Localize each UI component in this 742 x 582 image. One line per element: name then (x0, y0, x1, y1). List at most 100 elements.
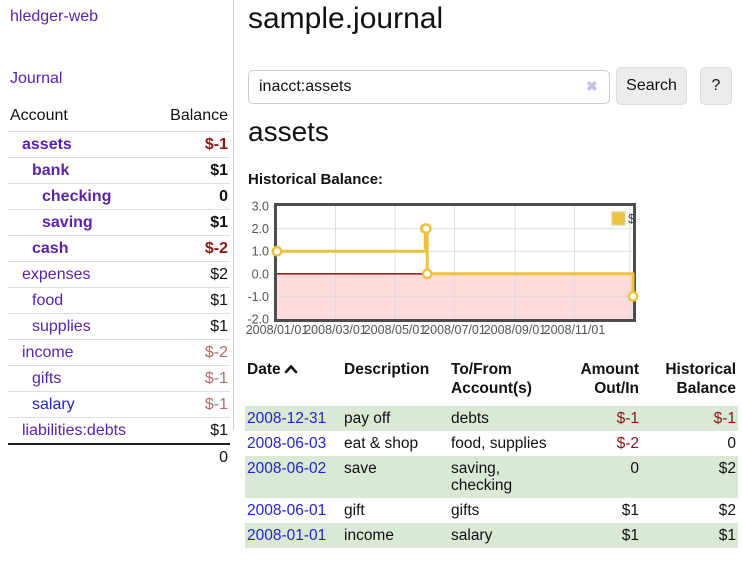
table-row: 2008-06-01 gift gifts $1 $2 (245, 498, 738, 523)
account-row: liabilities:debts $1 (8, 417, 230, 443)
balance-column-header: Balance (170, 107, 228, 124)
account-link-bank[interactable]: bank (32, 162, 70, 179)
account-heading: assets (248, 116, 329, 147)
account-balance: $-1 (204, 370, 228, 387)
account-row: bank $1 (8, 157, 230, 183)
account-link-assets[interactable]: assets (22, 136, 72, 153)
transaction-date-link[interactable]: 2008-06-02 (247, 460, 327, 477)
description-column-header: Description (344, 361, 430, 378)
transaction-date-link[interactable]: 2008-06-01 (247, 502, 327, 519)
accounts-list: assets $-1 bank $1 checking 0 saving $1 cash $-2 e… (8, 131, 230, 443)
account-balance: $1 (210, 214, 228, 231)
transaction-date-link[interactable]: 2008-12-31 (247, 410, 327, 427)
account-link-income[interactable]: income (22, 344, 74, 361)
account-link-expenses[interactable]: expenses (22, 266, 91, 283)
register-table: Date Description To/From Account(s) Amou… (245, 358, 740, 548)
account-link-cash[interactable]: cash (32, 240, 69, 257)
table-row: 2008-01-01 income salary $1 $1 (245, 523, 738, 548)
account-balance: $1 (210, 292, 228, 309)
account-balance: $1 (210, 318, 228, 335)
transaction-amount: $-1 (616, 410, 639, 427)
transaction-description: income (344, 527, 394, 544)
accounts-table-header: Account Balance (8, 103, 230, 131)
help-button[interactable]: ? (700, 67, 732, 105)
account-row: gifts $-1 (8, 365, 230, 391)
data-point-marker (421, 268, 433, 280)
account-link-food[interactable]: food (32, 292, 64, 309)
account-row: expenses $2 (8, 261, 230, 287)
account-link-salary[interactable]: salary (32, 396, 75, 413)
transaction-description: eat & shop (344, 435, 419, 452)
transaction-accounts: food, supplies (451, 435, 547, 452)
transaction-date-cell: 2008-01-01 (245, 523, 342, 548)
account-row: income $-2 (8, 339, 230, 365)
transaction-accounts: salary (451, 527, 493, 544)
chart-title: Historical Balance: (248, 171, 384, 188)
account-row: salary $-1 (8, 391, 230, 417)
sort-ascending-icon (284, 360, 298, 379)
page-title: sample.journal (248, 2, 444, 35)
sidebar: hledger-web Journal Account Balance asse… (0, 0, 234, 466)
register-header-row: Date Description To/From Account(s) Amou… (245, 358, 738, 406)
transaction-date-cell: 2008-06-03 (245, 431, 342, 456)
transaction-amount: $-2 (616, 435, 639, 452)
account-row: checking 0 (8, 183, 230, 209)
search-input[interactable] (248, 70, 610, 104)
amount-column-header: Amount Out/In (580, 361, 639, 397)
transaction-date-cell: 2008-06-01 (245, 498, 342, 523)
x-axis-tick-label: 2008/03/01 (304, 323, 367, 337)
transaction-date-cell: 2008-12-31 (245, 406, 342, 431)
account-balance: $-2 (204, 240, 228, 257)
transaction-date-link[interactable]: 2008-01-01 (247, 527, 327, 544)
account-balance: 0 (219, 188, 228, 205)
y-axis-tick-label: 2.0 (252, 222, 269, 236)
account-link-supplies[interactable]: supplies (32, 318, 91, 335)
legend-label: $ (628, 211, 636, 226)
account-row: assets $-1 (8, 131, 230, 157)
data-point-marker (271, 245, 283, 257)
account-balance: $1 (210, 422, 228, 439)
data-point-marker (627, 291, 639, 302)
account-row: cash $-2 (8, 235, 230, 261)
account-balance: $2 (210, 266, 228, 283)
account-balance: $-2 (204, 344, 228, 361)
y-axis-tick-label: -2.0 (247, 313, 269, 327)
sidebar-item-journal[interactable]: Journal (10, 70, 63, 87)
search-button[interactable]: Search (616, 67, 687, 105)
account-column-header: Account (10, 107, 68, 124)
transaction-description: save (344, 460, 377, 477)
transaction-date-link[interactable]: 2008-06-03 (247, 435, 327, 452)
transaction-accounts: saving, checking (451, 460, 513, 494)
transaction-balance: $2 (718, 502, 736, 519)
account-row: food $1 (8, 287, 230, 313)
account-link-liabilities-debts[interactable]: liabilities:debts (22, 422, 127, 439)
transaction-balance: $2 (718, 460, 736, 477)
transaction-balance: $1 (718, 527, 736, 544)
accounts-column-header: To/From Account(s) (451, 361, 532, 397)
account-link-saving[interactable]: saving (42, 214, 93, 231)
app-title-link[interactable]: hledger-web (10, 8, 99, 25)
balance-column-header: Historical Balance (665, 361, 736, 397)
y-axis-tick-label: 3.0 (252, 200, 269, 214)
data-point-marker (420, 223, 432, 234)
date-column-header[interactable]: Date (245, 358, 342, 406)
transaction-description: gift (344, 502, 365, 519)
legend-swatch (611, 211, 626, 226)
account-row: supplies $1 (8, 313, 230, 339)
historical-balance-chart: $3.0 2.0 1.0 0.0 -1.0 -2.0 2008/01/01 2008/03/0… (246, 196, 687, 346)
account-link-checking[interactable]: checking (42, 188, 112, 205)
account-balance: $1 (210, 162, 228, 179)
account-row: saving $1 (8, 209, 230, 235)
clear-search-icon[interactable]: ✖ (586, 78, 598, 94)
account-link-gifts[interactable]: gifts (32, 370, 62, 387)
transaction-balance: 0 (727, 435, 736, 452)
table-row: 2008-06-02 save saving, checking 0 $2 (245, 456, 738, 498)
y-axis-tick-label: 0.0 (252, 267, 269, 281)
x-axis-tick-label: 2008/11/01 (544, 323, 606, 337)
transaction-accounts: gifts (451, 502, 480, 519)
account-balance: $-1 (204, 396, 228, 413)
table-row: 2008-12-31 pay off debts $-1 $-1 (245, 406, 738, 431)
account-balance: $-1 (204, 136, 228, 153)
transaction-accounts: debts (451, 410, 489, 427)
transaction-balance: $-1 (713, 410, 736, 427)
